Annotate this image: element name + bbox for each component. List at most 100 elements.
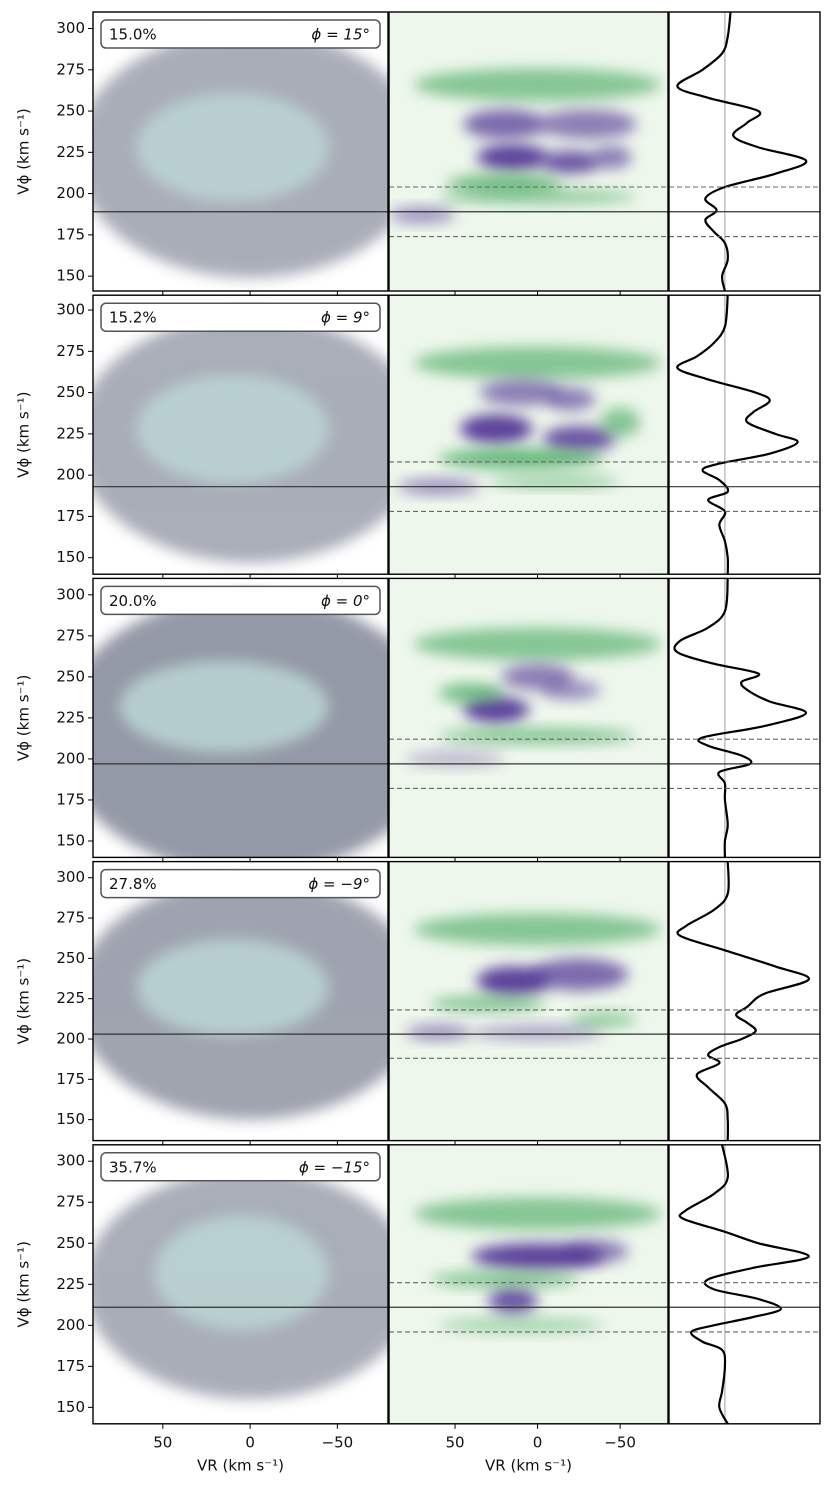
wavelet-blob — [413, 913, 662, 946]
panel-frame — [92, 860, 389, 1142]
y-tick-label: 250 — [56, 1234, 85, 1252]
wavelet-blob — [545, 387, 596, 411]
phi-label: ϕ = −15° — [299, 1158, 370, 1176]
y-tick-label: 250 — [56, 667, 85, 685]
y-tick-label: 225 — [56, 143, 85, 161]
info-box — [100, 868, 381, 899]
y-tick-label: 175 — [56, 1070, 85, 1088]
x-tick-label: 50 — [445, 1433, 464, 1451]
percent-label: 20.0% — [109, 592, 157, 610]
y-tick-label: 225 — [56, 708, 85, 726]
wavelet-blob — [471, 1024, 604, 1041]
y-tick-label: 225 — [56, 1275, 85, 1293]
wavelet-map — [389, 861, 668, 1141]
histogram — [93, 594, 388, 858]
y-tick-label: 200 — [56, 749, 85, 767]
histogram — [93, 1169, 388, 1400]
wavelet-blob — [446, 173, 563, 194]
y-tick-label: 300 — [56, 301, 85, 319]
wavelet-map — [389, 1144, 668, 1424]
y-tick-label: 150 — [56, 1110, 85, 1128]
wavelet-blob — [413, 68, 662, 102]
y-tick-label: 275 — [56, 1193, 85, 1211]
panel-frame — [668, 577, 821, 859]
y-tick-label: 175 — [56, 1357, 85, 1375]
y-axis-label: Vϕ (km s⁻¹) — [15, 108, 33, 194]
profile — [678, 1144, 810, 1424]
wavelet-blob — [438, 1317, 604, 1334]
panel-frame — [388, 577, 669, 859]
wavelet-blob — [463, 109, 546, 140]
y-tick-label: 250 — [56, 383, 85, 401]
y-tick-label: 250 — [56, 949, 85, 967]
wavelet-blob — [570, 1011, 637, 1028]
panel-frame — [668, 860, 821, 1142]
wavelet-blob — [562, 1239, 629, 1263]
density-blob — [136, 374, 329, 484]
percent-label: 15.2% — [109, 309, 157, 327]
y-tick-label: 150 — [56, 1398, 85, 1416]
wavelet-map — [389, 12, 668, 291]
phi-label: ϕ = 9° — [321, 309, 370, 327]
wavelet-blob — [405, 1024, 472, 1041]
wavelet-map — [389, 578, 668, 858]
profile — [676, 861, 810, 1141]
wavelet-blob — [600, 407, 640, 438]
wavelet-blob — [438, 727, 637, 745]
percent-label: 35.7% — [109, 1158, 157, 1176]
profile-line — [676, 12, 808, 291]
profile-line — [676, 861, 810, 1141]
y-tick-label: 275 — [56, 909, 85, 927]
profile — [676, 295, 799, 575]
panel-frame — [388, 11, 669, 292]
y-tick-label: 300 — [56, 585, 85, 603]
panel-frame — [668, 294, 821, 575]
y-tick-label: 200 — [56, 1029, 85, 1047]
wavelet-blob — [413, 1197, 662, 1231]
panel-frame — [388, 860, 669, 1142]
y-tick-label: 150 — [56, 548, 85, 566]
y-tick-label: 275 — [56, 342, 85, 360]
wavelet-blob — [463, 696, 530, 723]
profile-line — [676, 295, 799, 575]
wavelet-blob — [438, 188, 637, 206]
info-box — [100, 1152, 381, 1182]
y-tick-label: 275 — [56, 626, 85, 644]
wavelet-blob — [413, 627, 662, 661]
y-axis-label: Vϕ (km s⁻¹) — [15, 958, 33, 1044]
profile — [676, 12, 808, 291]
wavelet-blob — [542, 425, 616, 453]
y-axis-label: Vϕ (km s⁻¹) — [15, 1241, 33, 1327]
percent-label: 15.0% — [109, 26, 157, 44]
profile-line — [678, 1144, 810, 1424]
y-axis-label: Vϕ (km s⁻¹) — [15, 675, 33, 761]
histogram — [93, 877, 388, 1120]
histogram — [93, 315, 388, 563]
y-tick-label: 200 — [56, 184, 85, 202]
wavelet-bg — [389, 578, 668, 858]
y-tick-label: 150 — [56, 831, 85, 849]
info-box — [100, 585, 381, 616]
y-tick-label: 175 — [56, 790, 85, 808]
y-tick-label: 300 — [56, 19, 85, 37]
phi-label: ϕ = 15° — [311, 26, 370, 44]
y-tick-label: 275 — [56, 60, 85, 78]
y-tick-label: 200 — [56, 1316, 85, 1334]
histogram — [93, 30, 388, 278]
wavelet-blob — [430, 1271, 579, 1288]
wavelet-blob — [488, 1287, 538, 1314]
x-tick-label: −50 — [604, 1433, 636, 1451]
y-tick-label: 225 — [56, 989, 85, 1007]
density-blob — [119, 660, 329, 753]
panel-frame — [92, 294, 389, 575]
y-tick-label: 225 — [56, 424, 85, 442]
x-axis-label: VR (km s⁻¹) — [197, 1456, 284, 1474]
y-tick-label: 175 — [56, 225, 85, 243]
info-box — [100, 302, 381, 332]
wavelet-blob — [438, 683, 505, 704]
wavelet-blob — [459, 414, 533, 444]
wavelet-map — [389, 295, 668, 575]
panel-frame — [92, 11, 389, 292]
panel-frame — [668, 11, 821, 292]
x-tick-label: 50 — [153, 1433, 172, 1451]
